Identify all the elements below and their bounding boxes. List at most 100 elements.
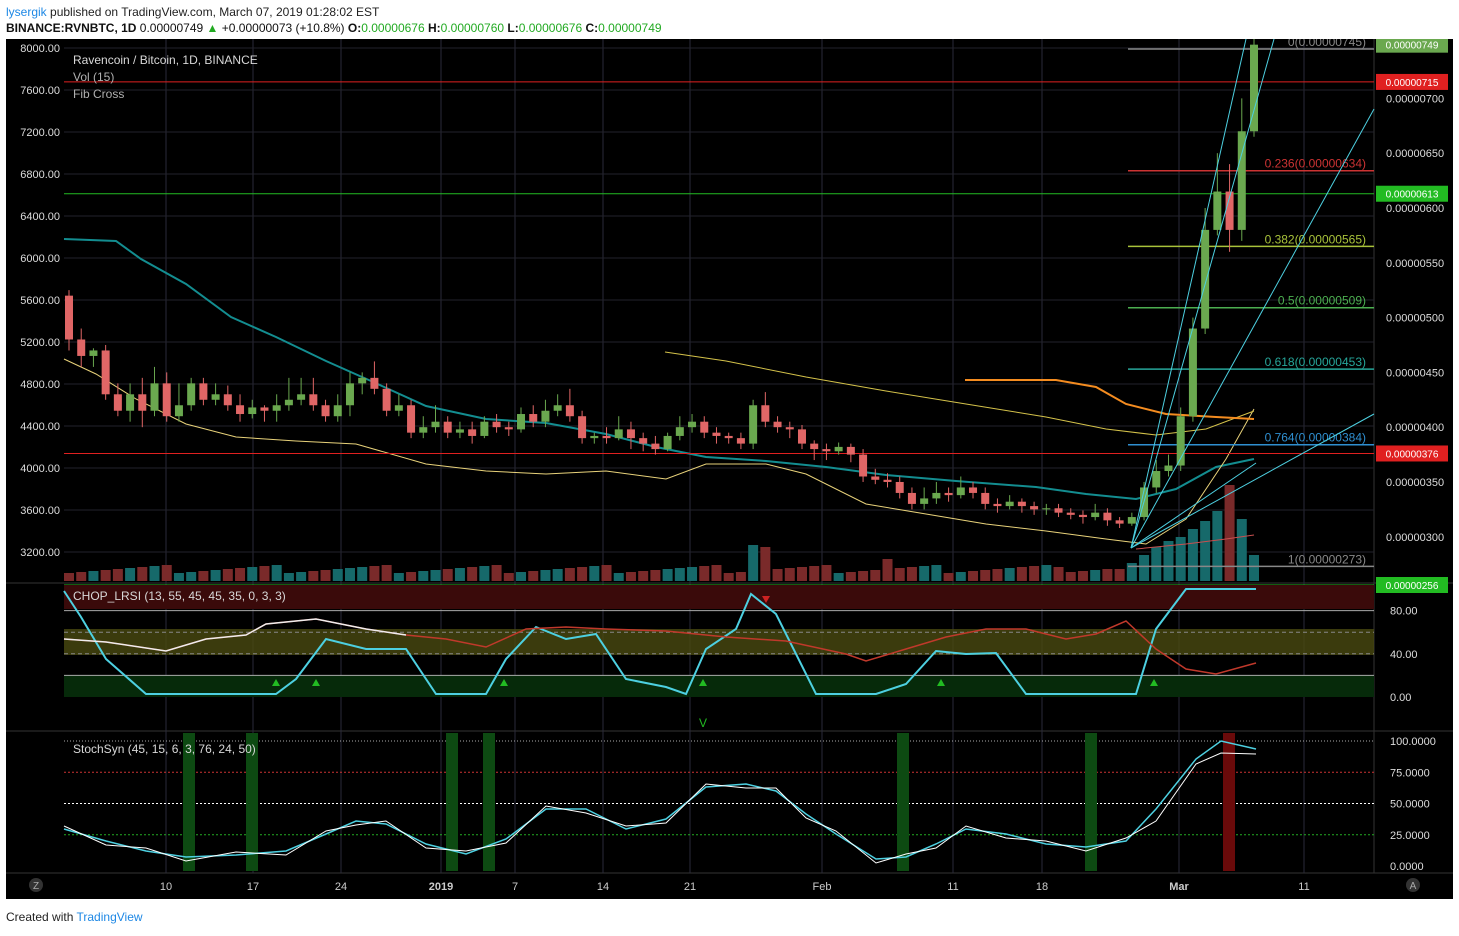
- left-tick: 4000.00: [20, 463, 60, 475]
- right-tick: 0.00000300: [1386, 532, 1444, 544]
- author-link[interactable]: lysergik: [6, 5, 47, 19]
- right-tick: 0.00000650: [1386, 148, 1444, 160]
- candle-body: [468, 429, 477, 436]
- chop-tick: 0.00: [1390, 692, 1411, 704]
- zoom-button[interactable]: [29, 878, 43, 892]
- symbol-name: BINANCE:RVNBTC, 1D: [6, 21, 137, 35]
- price-tag: [1376, 185, 1448, 202]
- chop-tick: 40.00: [1390, 649, 1418, 661]
- candle-body: [77, 339, 86, 356]
- volume-bar: [796, 567, 807, 581]
- auto-scale-icon: A: [1410, 881, 1417, 892]
- candle-body: [260, 407, 269, 411]
- candle-body: [504, 427, 513, 430]
- volume-bar: [235, 568, 246, 581]
- candle-body: [443, 421, 452, 433]
- candle-body: [895, 481, 904, 493]
- fan-line: [1130, 38, 1275, 549]
- candle-body: [1005, 501, 1014, 507]
- volume-bar: [406, 572, 417, 581]
- volume-bar: [491, 565, 502, 581]
- symbol-info: BINANCE:RVNBTC, 1D 0.00000749 ▲ +0.00000…: [6, 21, 662, 35]
- volume-bar: [772, 569, 783, 581]
- legend-fib[interactable]: Fib Cross: [73, 87, 124, 101]
- time-tick: 2019: [429, 881, 453, 893]
- volume-bar: [980, 570, 991, 581]
- right-price-axis[interactable]: 0.00000700 0.00000650 0.00000600 0.00000550…: [1386, 93, 1444, 543]
- stoch-label[interactable]: StochSyn (45, 15, 6, 3, 76, 24, 50): [73, 742, 256, 756]
- buy-signal-marker: [312, 679, 320, 686]
- candle-body: [321, 405, 330, 417]
- left-tick: 6800.00: [20, 169, 60, 181]
- candle-body: [370, 377, 379, 389]
- candle-body: [663, 435, 672, 450]
- price-change: +0.00000073 (+10.8%): [221, 21, 345, 35]
- stoch-tick: 0.0000: [1390, 861, 1424, 873]
- candle-body: [907, 492, 916, 504]
- volume-bar: [1053, 567, 1064, 581]
- time-tick: 24: [335, 881, 347, 893]
- candle-body: [578, 416, 587, 439]
- volume-bar: [906, 567, 917, 581]
- volume-bar: [393, 573, 404, 581]
- stoch-green-zone: [1085, 733, 1097, 871]
- chart-svg[interactable]: 8000.00 7600.00 7200.00 6800.00 6400.00 6000.…: [6, 32, 1453, 899]
- candle-body: [1066, 512, 1075, 515]
- volume-bar: [88, 571, 99, 581]
- time-tick: 21: [684, 881, 696, 893]
- right-tick: 0.00000450: [1386, 367, 1444, 379]
- candle-body: [517, 414, 526, 430]
- volume-bar: [943, 573, 954, 581]
- left-tick: 8000.00: [20, 43, 60, 55]
- candle-body: [639, 438, 648, 444]
- volume-bar: [308, 571, 319, 581]
- candle-body: [651, 443, 660, 450]
- volume-bar: [699, 566, 710, 581]
- volume-bar: [625, 572, 636, 581]
- chart-area[interactable]: 8000.00 7600.00 7200.00 6800.00 6400.00 6000.…: [6, 32, 1453, 899]
- time-axis[interactable]: 10 17 24 2019 7 14 21 Feb 11 18 Mar 11: [160, 881, 1310, 893]
- ma-orange-line: [965, 379, 1255, 420]
- chop-lrsi-pane[interactable]: 80.00 40.00 0.00 V: [63, 585, 1418, 730]
- price-tag: [1376, 73, 1448, 90]
- volume-bar: [528, 571, 539, 581]
- price-tag-text: 0.00000256: [1386, 581, 1439, 592]
- volume-bar: [540, 570, 551, 581]
- stochsyn-pane[interactable]: 100.0000 75.0000 50.0000 25.0000 0.0000: [63, 733, 1436, 873]
- left-price-axis: 8000.00 7600.00 7200.00 6800.00 6400.00 6000.…: [20, 43, 60, 559]
- candle-body: [993, 503, 1002, 507]
- volume-bar: [1102, 569, 1113, 581]
- price-tag-text: 0.00000715: [1386, 78, 1439, 89]
- candle-body: [174, 405, 183, 417]
- volume-bar: [687, 567, 698, 581]
- ma-fast-line: [63, 358, 1255, 545]
- candle-body: [419, 427, 428, 433]
- volume-bar: [711, 565, 722, 581]
- stoch-tick: 25.0000: [1390, 830, 1430, 842]
- volume-bar: [503, 573, 514, 581]
- chop-label[interactable]: CHOP_LRSI (13, 55, 45, 45, 35, 0, 3, 3): [73, 589, 286, 603]
- fib-level-label: 1(0.00000273): [1288, 552, 1366, 566]
- stoch-green-zone: [483, 733, 495, 871]
- volume-bar: [369, 566, 380, 581]
- volume-bar: [1016, 567, 1027, 581]
- auto-scale-button[interactable]: [1406, 878, 1420, 892]
- legend-vol[interactable]: Vol (15): [73, 70, 114, 84]
- volume-bar: [332, 569, 343, 581]
- candle-body: [944, 492, 953, 496]
- tradingview-brand[interactable]: TradingView: [76, 910, 143, 924]
- open-value: 0.00000676: [361, 21, 425, 35]
- time-tick: 11: [947, 881, 958, 893]
- fib-level-label: 0.764(0.00000384): [1265, 431, 1366, 445]
- candle-body: [199, 383, 208, 400]
- fib-level-label: 0(0.00000745): [1288, 39, 1366, 49]
- buy-signal-marker: [500, 679, 508, 686]
- price-tag: [1376, 577, 1448, 593]
- stoch-red-zone: [1223, 733, 1235, 871]
- candle-body: [871, 476, 880, 480]
- candle-body: [236, 405, 245, 415]
- volume-bar: [357, 567, 368, 581]
- volume-bar: [222, 569, 233, 581]
- time-tick: 18: [1036, 881, 1048, 893]
- fib-retracement[interactable]: 0(0.00000745) 0.236(0.00000634) 0.382(0.00…: [1128, 35, 1374, 568]
